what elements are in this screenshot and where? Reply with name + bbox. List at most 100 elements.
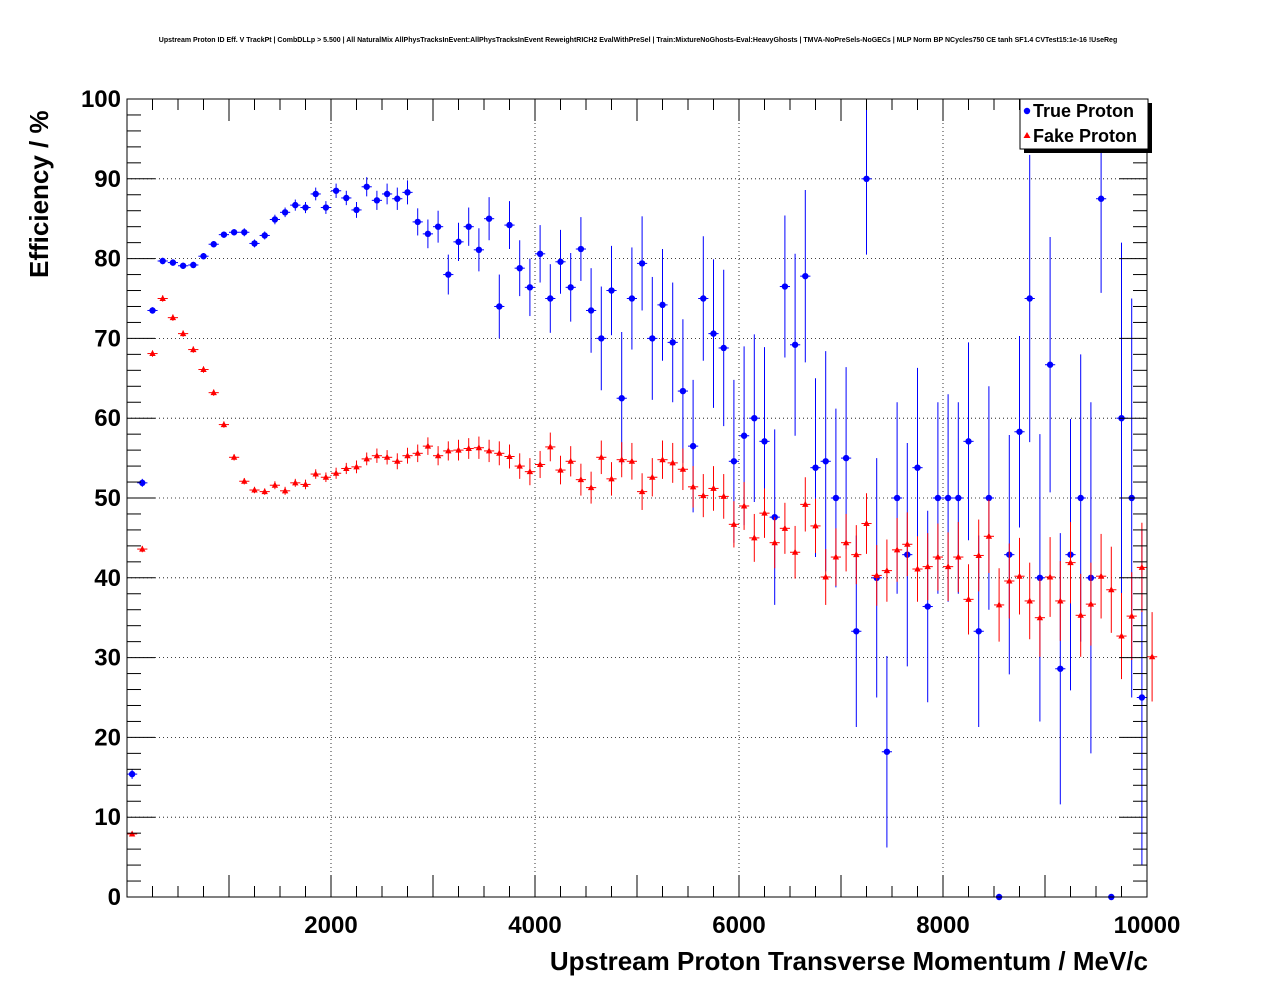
data-point — [433, 210, 444, 243]
point-marker — [404, 452, 411, 459]
data-point — [433, 446, 444, 466]
legend-fake-proton-label: Fake Proton — [1033, 126, 1137, 146]
data-point — [596, 440, 607, 475]
data-point — [178, 330, 189, 337]
data-point — [912, 367, 923, 568]
point-marker — [822, 458, 829, 465]
point-marker — [730, 520, 738, 527]
point-marker — [883, 567, 891, 574]
data-point — [473, 436, 484, 459]
data-point — [555, 229, 566, 294]
point-marker — [740, 432, 748, 439]
y-tick-label: 80 — [94, 246, 121, 273]
data-point — [331, 467, 342, 479]
data-point — [198, 253, 209, 260]
point-marker — [761, 438, 768, 445]
point-marker — [679, 465, 687, 472]
point-marker — [955, 553, 962, 560]
data-point — [514, 453, 525, 479]
data-point — [249, 486, 260, 494]
legend-box — [1019, 98, 1149, 150]
data-point — [688, 466, 699, 508]
data-point — [1024, 562, 1035, 640]
data-point — [341, 190, 352, 206]
data-point — [545, 264, 556, 333]
y-tick-label: 90 — [94, 166, 121, 193]
point-marker — [383, 190, 391, 198]
point-marker — [608, 287, 615, 294]
point-marker — [557, 466, 564, 473]
data-point — [208, 241, 219, 248]
point-marker — [700, 492, 707, 499]
point-marker — [995, 601, 1003, 608]
data-point — [749, 513, 760, 562]
point-marker — [587, 484, 595, 491]
point-marker — [638, 488, 646, 495]
point-marker — [608, 475, 615, 482]
point-marker — [1108, 586, 1115, 593]
x-tick-label: 8000 — [916, 912, 969, 939]
y-tick-label: 30 — [94, 645, 121, 672]
data-point — [208, 389, 219, 396]
data-point — [983, 386, 994, 610]
point-marker — [669, 459, 676, 466]
point-marker — [434, 452, 442, 459]
data-point — [963, 342, 974, 541]
point-marker — [404, 189, 411, 196]
point-marker — [689, 442, 697, 450]
data-point — [453, 222, 464, 261]
point-marker — [730, 458, 738, 465]
point-marker — [985, 532, 993, 539]
point-marker — [1036, 614, 1044, 621]
data-point — [902, 512, 913, 577]
point-marker — [863, 520, 870, 527]
data-point — [259, 231, 270, 240]
point-marker — [985, 494, 993, 502]
data-point — [718, 269, 729, 427]
data-point — [453, 439, 464, 461]
point-marker — [394, 195, 401, 202]
data-point — [341, 462, 352, 475]
data-point — [800, 189, 811, 363]
data-point — [290, 478, 301, 487]
point-marker — [159, 257, 166, 265]
point-marker — [781, 524, 789, 531]
x-tick-label: 6000 — [712, 912, 765, 939]
data-point — [596, 286, 607, 391]
data-point — [535, 225, 546, 283]
data-point — [218, 231, 229, 238]
y-tick-label: 0 — [108, 884, 121, 911]
data-point — [331, 183, 342, 198]
point-marker — [802, 272, 809, 280]
point-marker — [893, 546, 901, 553]
data-point — [871, 545, 882, 606]
point-marker — [179, 330, 187, 337]
point-marker — [618, 395, 625, 402]
data-point — [371, 448, 382, 463]
x-tick-label: 2000 — [304, 912, 357, 939]
point-marker — [1097, 195, 1105, 202]
point-marker — [547, 295, 554, 302]
point-marker — [842, 454, 850, 462]
data-point — [504, 444, 515, 469]
point-marker — [628, 457, 636, 464]
point-marker — [363, 455, 370, 462]
data-point — [565, 446, 576, 477]
point-marker — [669, 339, 676, 346]
point-marker — [924, 603, 931, 610]
data-point — [1014, 537, 1025, 615]
data-point — [841, 513, 852, 572]
point-marker — [465, 223, 472, 230]
point-marker — [434, 223, 442, 230]
point-marker — [710, 330, 717, 337]
point-marker — [1046, 361, 1054, 368]
data-point — [820, 351, 831, 572]
data-point — [637, 473, 648, 510]
point-marker — [1057, 597, 1064, 604]
data-point — [1136, 522, 1147, 613]
point-marker — [1087, 600, 1095, 607]
point-marker — [944, 494, 952, 502]
point-marker — [934, 553, 942, 560]
point-marker — [710, 484, 717, 491]
